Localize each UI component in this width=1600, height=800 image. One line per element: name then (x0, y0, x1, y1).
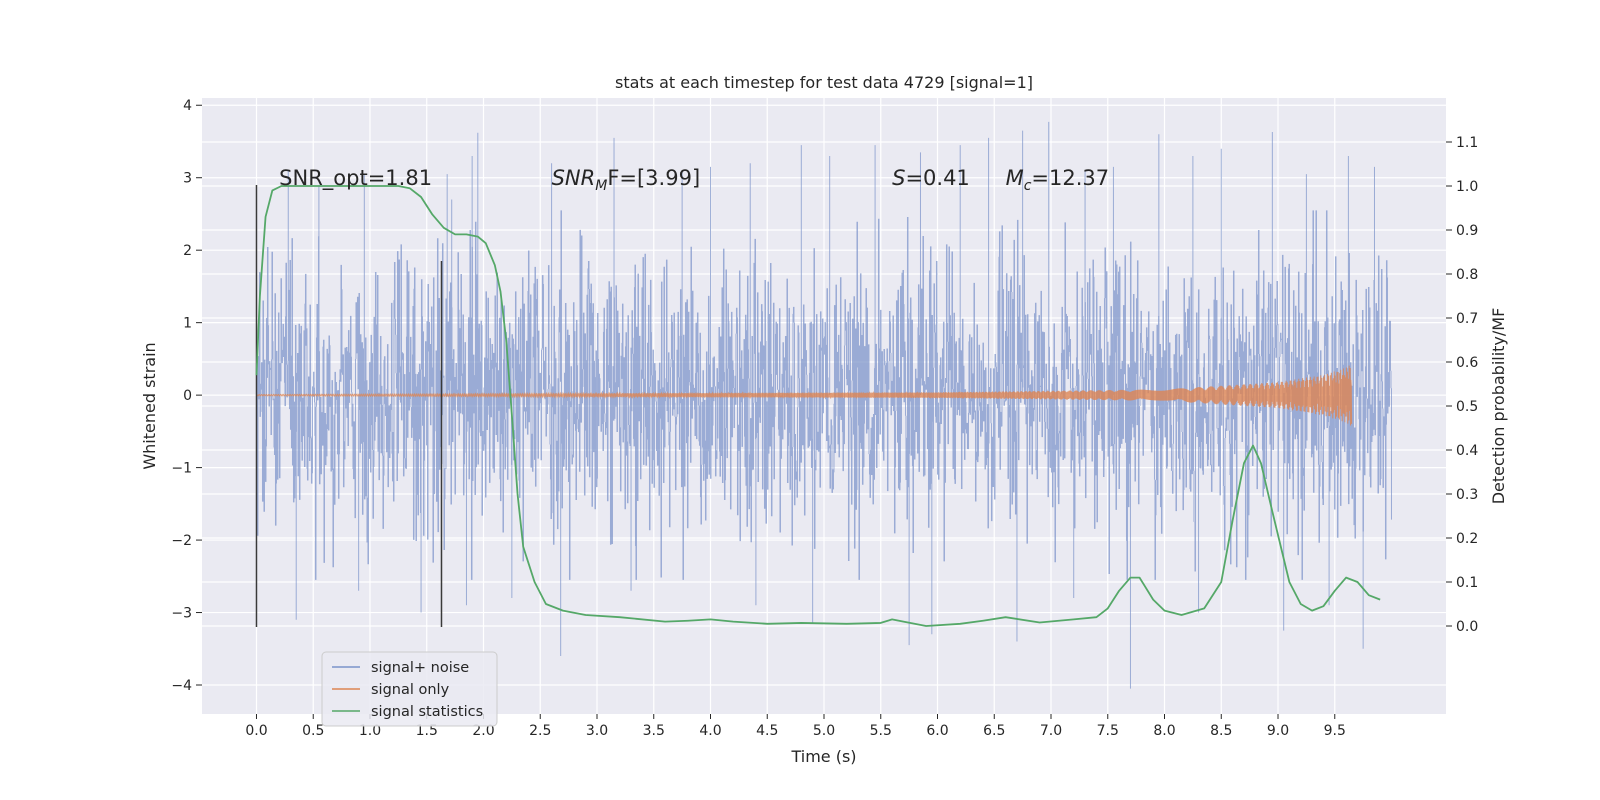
y2-tick-label: 0.0 (1456, 619, 1478, 635)
x-tick-label: 2.5 (529, 723, 551, 739)
y-tick-label: 2 (183, 243, 192, 259)
signal-series (256, 365, 1353, 426)
y2-tick-label: 0.7 (1456, 311, 1478, 327)
x-tick-label: 6.0 (926, 723, 948, 739)
x-tick-label: 0.5 (302, 723, 324, 739)
x-tick-label: 2.0 (472, 723, 494, 739)
x-tick-label: 6.5 (983, 723, 1005, 739)
legend-label-noise: signal+ noise (371, 660, 469, 676)
stats-line (255, 185, 1381, 627)
y-tick-label: 0 (183, 388, 192, 404)
y2-axis-label: Detection probability/MF (1489, 308, 1508, 505)
y-tick-label: −2 (171, 533, 192, 549)
annotation-snr-mf: SNRMF=[3.99] (552, 166, 701, 194)
x-axis-ticks: 0.0 0.5 1.0 1.5 2.0 2.5 3.0 3.5 4.0 4.5 5.0 5.5 6.0 6… (245, 714, 1346, 739)
x-tick-label: 1.0 (359, 723, 381, 739)
annotations: SNR_opt=1.81 SNRMF=[3.99] S=0.41 Mc=12.37 (279, 166, 1109, 194)
x-tick-label: 7.5 (1097, 723, 1119, 739)
x-axis-label: Time (s) (790, 747, 856, 766)
x-tick-label: 7.0 (1040, 723, 1062, 739)
x-tick-label: 8.5 (1210, 723, 1232, 739)
annotation-snr-opt: SNR_opt=1.81 (279, 166, 432, 191)
legend: signal+ noise signal only signal statist… (321, 651, 498, 727)
y2-tick-label: 0.1 (1456, 575, 1478, 591)
annotation-s-val: S=0.41 (892, 166, 970, 190)
x-tick-label: 5.0 (813, 723, 835, 739)
annotation-mc-val: Mc=12.37 (1006, 166, 1110, 194)
x-tick-label: 4.5 (756, 723, 778, 739)
y2-tick-label: 1.1 (1456, 135, 1478, 151)
y-tick-label: −3 (171, 606, 192, 622)
y2-tick-label: 0.3 (1456, 487, 1478, 503)
x-tick-label: 1.5 (416, 723, 438, 739)
x-tick-label: 3.5 (643, 723, 665, 739)
legend-label-stats: signal statistics (371, 704, 483, 720)
y2-tick-label: 1.0 (1456, 179, 1478, 195)
y2-tick-label: 0.9 (1456, 223, 1478, 239)
y2-tick-label: 0.4 (1456, 443, 1478, 459)
x-tick-label: 8.0 (1153, 723, 1175, 739)
y-tick-label: 3 (183, 171, 192, 187)
x-tick-label: 0.0 (245, 723, 267, 739)
x-tick-label: 4.0 (699, 723, 721, 739)
chart-title: stats at each timestep for test data 472… (615, 73, 1033, 92)
x-tick-label: 3.0 (586, 723, 608, 739)
y2-tick-label: 0.5 (1456, 399, 1478, 415)
y2-tick-label: 0.6 (1456, 355, 1478, 371)
y2-tick-label: 0.8 (1456, 267, 1478, 283)
legend-box (321, 651, 498, 727)
signal-line (256, 365, 1353, 426)
y2-axis-ticks: 1.1 1.0 0.9 0.8 0.7 0.6 0.5 0.4 0.3 0.2 0.1 0.0 (1446, 135, 1478, 635)
y2-tick-label: 0.2 (1456, 531, 1478, 547)
legend-label-signal: signal only (371, 682, 450, 698)
y-tick-label: 4 (183, 98, 192, 114)
y-axis-label: Whitened strain (140, 342, 159, 469)
x-tick-label: 9.5 (1324, 723, 1346, 739)
x-tick-label: 5.5 (870, 723, 892, 739)
x-tick-label: 9.0 (1267, 723, 1289, 739)
y-axis-ticks: 4 3 2 1 0 −1 −2 −3 −4 (171, 98, 202, 694)
stats-series (255, 185, 1381, 627)
y-tick-label: −1 (171, 461, 192, 477)
vertical-markers (255, 184, 443, 628)
y-tick-label: 1 (183, 316, 192, 332)
y-tick-label: −4 (171, 678, 192, 694)
